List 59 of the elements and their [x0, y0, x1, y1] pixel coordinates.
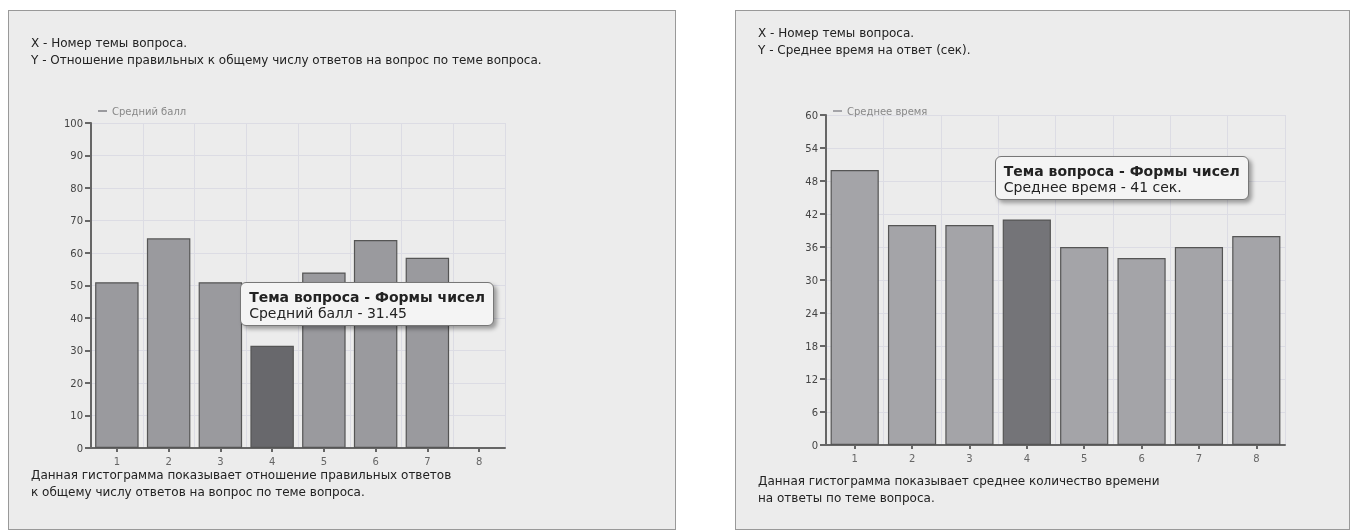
y-tick-label: 40	[70, 312, 83, 324]
bar	[1060, 247, 1109, 445]
y-tick-label: 0	[76, 442, 83, 454]
y-tick-label: 12	[805, 373, 818, 385]
annotation: Тема вопроса - Формы чисел Среднее время - 41 сек.	[1003, 162, 1240, 195]
x-tick-label: 7	[424, 455, 431, 467]
bar	[95, 282, 139, 448]
x-tick-label: 1	[851, 452, 858, 464]
x-tick-label: 8	[1253, 452, 1260, 464]
x-tick-label: 3	[217, 455, 224, 467]
y-tick-label: 100	[63, 117, 83, 129]
y-tick-label: 24	[805, 307, 818, 319]
x-tick-label: 6	[1138, 452, 1145, 464]
y-axis-title: Y - Отношение правильных к общему числу ответов на вопрос по теме вопроса.	[31, 53, 542, 67]
y-tick-label: 0	[811, 439, 818, 451]
x-tick-label: 6	[372, 455, 379, 467]
y-tick-label: 80	[70, 182, 83, 194]
y-tick-label: 10	[70, 410, 83, 421]
bar	[945, 225, 994, 445]
y-tick-label: 18	[805, 340, 818, 352]
x-axis-title: X - Номер темы вопроса.	[758, 26, 915, 40]
y-tick-label: 30	[805, 274, 818, 286]
x-tick-label: 5	[1081, 452, 1088, 464]
y-tick-label: 6	[811, 406, 818, 418]
y-tick-label: 90	[70, 150, 83, 161]
y-tick-label: 54	[805, 142, 818, 154]
y-tick-label: 50	[70, 280, 83, 291]
x-axis-title: X - Номер темы вопроса.	[31, 36, 188, 50]
y-tick-label: 20	[70, 377, 83, 389]
y-tick-label: 60	[805, 109, 818, 121]
bar	[1232, 236, 1281, 445]
x-tick-label: 2	[165, 455, 172, 467]
y-tick-label: 42	[805, 208, 818, 220]
x-tick-label: 4	[1023, 452, 1030, 464]
y-axis-title: Y - Среднее время на ответ (сек).	[758, 43, 971, 57]
annotation: Тема вопроса - Формы чисел Средний балл - 31.45	[249, 288, 485, 321]
bar	[1174, 247, 1224, 445]
text: Данная гистограмма показывает отношение правильных ответов к общему числу ответов на вопрос по теме вопроса.	[31, 467, 452, 501]
y-tick-label: 36	[805, 241, 818, 253]
text: Данная гистограмма показывает среднее количество времени на ответы по теме вопроса.	[758, 473, 1160, 507]
bar	[146, 238, 191, 448]
x-tick-label: 5	[320, 455, 328, 467]
y-tick-label: 48	[805, 175, 818, 187]
bar	[830, 170, 879, 445]
bar	[198, 282, 243, 448]
y-tick-label: 30	[70, 345, 83, 356]
x-tick-label: 8	[475, 455, 483, 467]
text: Среднее время	[847, 105, 928, 117]
x-tick-label: 7	[1195, 452, 1203, 464]
bar	[887, 225, 937, 445]
x-tick-label: 1	[113, 455, 121, 467]
y-tick-label: 60	[70, 247, 83, 259]
legend-label: Средний балл	[112, 105, 187, 117]
x-tick-label: 3	[966, 452, 973, 464]
bar	[1002, 219, 1051, 445]
y-tick-label: 70	[70, 215, 83, 226]
bar	[1117, 258, 1166, 445]
x-tick-label: 2	[908, 452, 916, 464]
x-tick-label: 4	[268, 455, 276, 467]
